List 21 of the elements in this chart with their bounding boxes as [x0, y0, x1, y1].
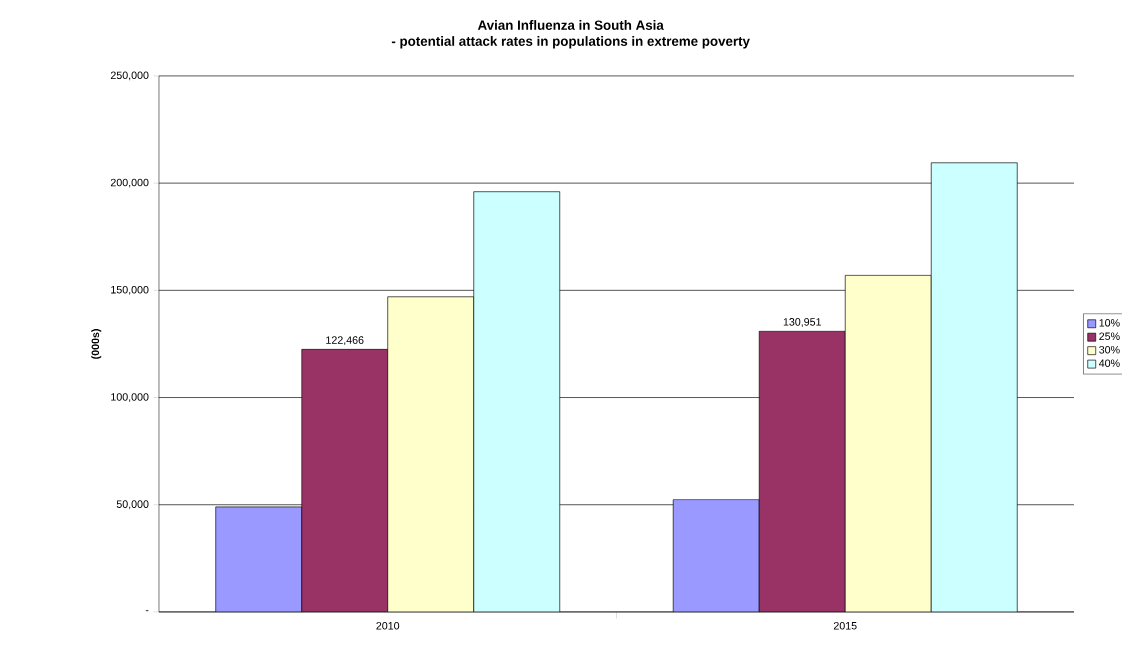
- chart-subtitle: - potential attack rates in populations in extreme poverty: [391, 36, 750, 49]
- legend-label: 10%: [1099, 319, 1120, 327]
- x-tick-label: 2015: [833, 621, 857, 630]
- legend-label: 25%: [1099, 332, 1120, 341]
- bar: [672, 499, 760, 612]
- y-tick-label: 200,000: [110, 178, 149, 188]
- y-axis-title: (000s): [91, 329, 102, 359]
- y-tick-label: 150,000: [111, 285, 149, 295]
- bar: [387, 296, 475, 612]
- y-tick-label: 250,000: [110, 71, 149, 81]
- bar: [215, 506, 303, 612]
- bar: [844, 274, 932, 612]
- legend-label: 40%: [1098, 359, 1120, 367]
- data-label: 130,951: [783, 318, 821, 327]
- y-tick-label: 100,000: [111, 393, 149, 402]
- chart-title: Avian Influenza in South Asia: [477, 20, 664, 30]
- legend-label: 30%: [1099, 345, 1120, 354]
- y-tick-label: -: [145, 610, 149, 612]
- data-label: 122,466: [326, 336, 364, 346]
- y-tick-label: 50,000: [116, 500, 149, 510]
- x-tick-label: 2010: [376, 621, 400, 630]
